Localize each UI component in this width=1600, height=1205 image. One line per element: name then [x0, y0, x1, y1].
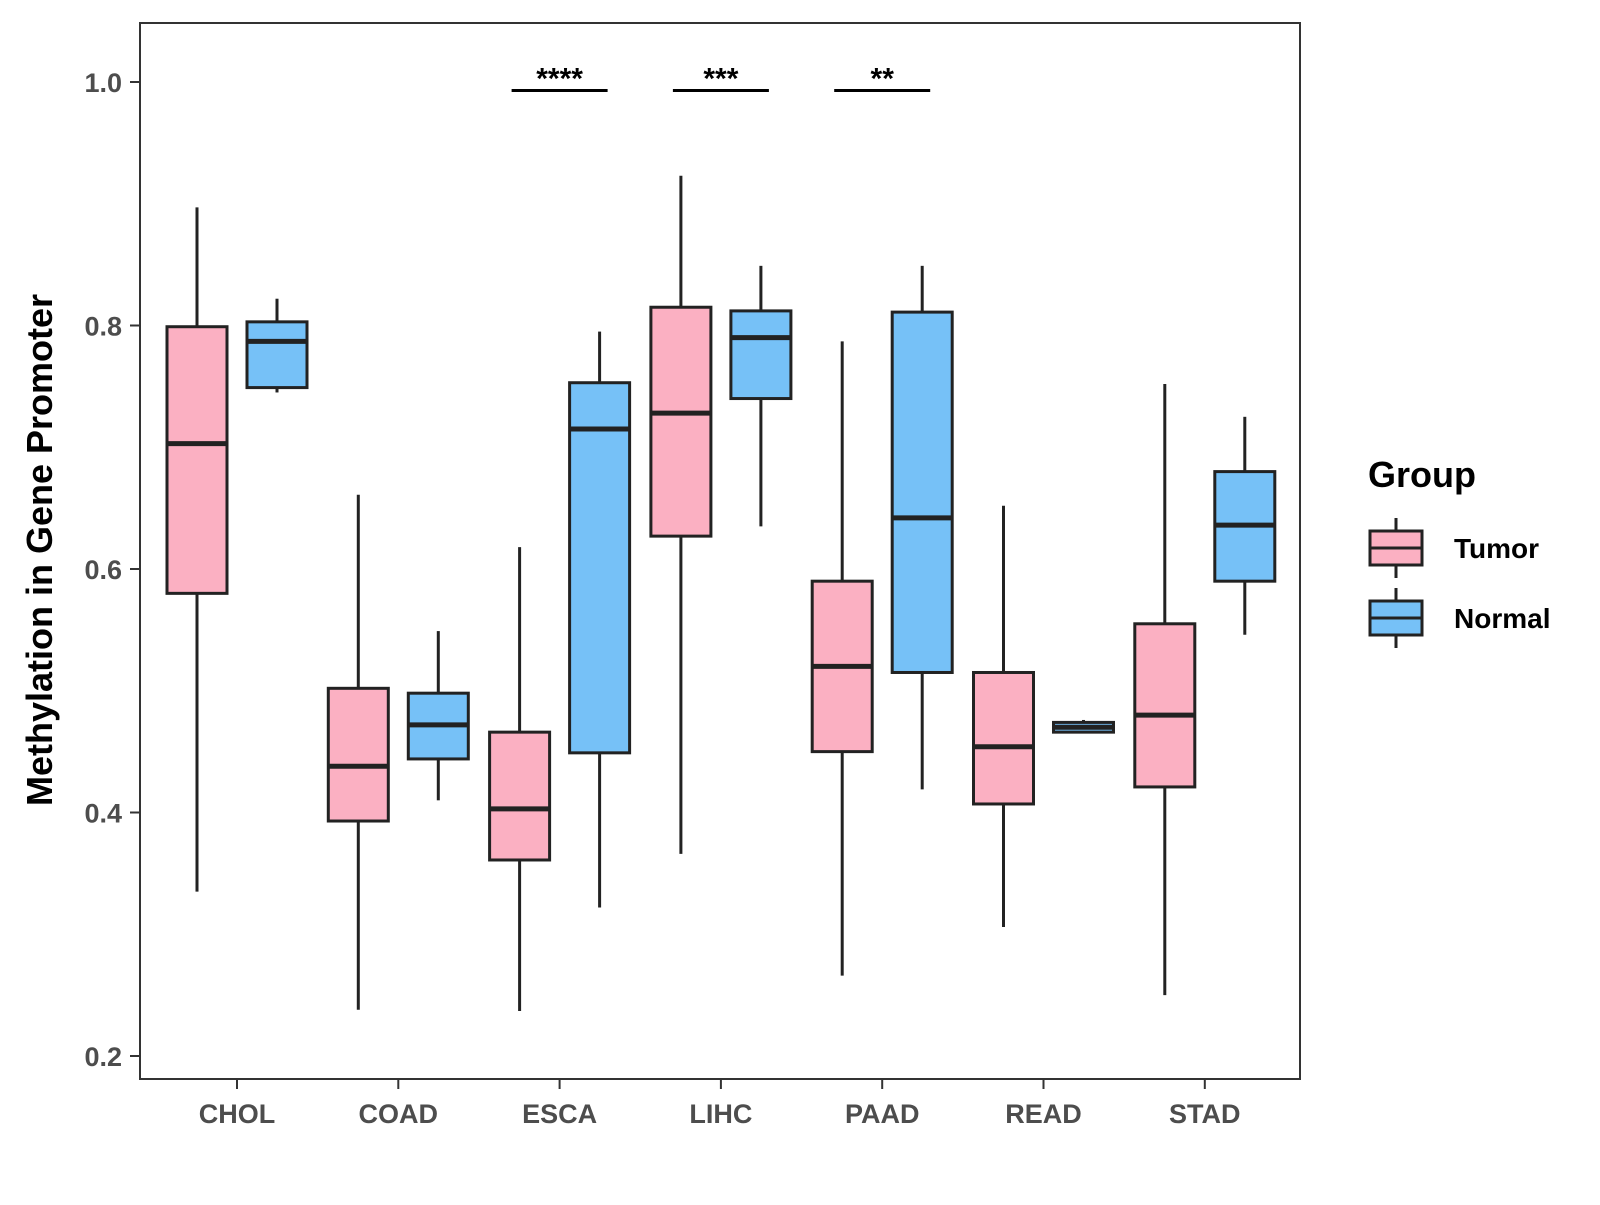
y-tick-label: 0.6 — [84, 555, 122, 585]
legend: Tumor Normal — [1368, 518, 1550, 648]
box-body — [890, 310, 954, 674]
box-body — [729, 309, 793, 401]
y-tick-label: 0.8 — [84, 312, 122, 342]
box-normal-esca — [568, 331, 632, 908]
box-tumor-read — [972, 505, 1035, 927]
box-body — [165, 325, 229, 595]
x-tick-label: CHOL — [199, 1099, 276, 1129]
y-tick-label: 0.4 — [84, 799, 122, 829]
box-tumor-esca — [488, 547, 552, 1011]
legend-item-normal: Normal — [1368, 588, 1550, 648]
x-tick-label: ESCA — [522, 1099, 597, 1129]
legend-item-tumor: Tumor — [1368, 518, 1539, 578]
box-tumor-lihc — [649, 175, 713, 854]
box-body — [1133, 622, 1197, 789]
box-body — [326, 686, 390, 823]
significance-label: *** — [703, 63, 738, 96]
axes: 0.2 0.4 0.6 0.8 1.0 CHOL COAD ESCA LIHC PAAD READ S… — [84, 22, 1301, 1129]
y-tick-label: 1.0 — [84, 68, 122, 98]
box-normal-chol — [245, 298, 309, 393]
box-normal-lihc — [729, 265, 793, 527]
y-axis-title: Methylation in Gene Promoter — [19, 294, 60, 806]
box-body — [488, 730, 552, 862]
box-body — [649, 305, 713, 538]
x-tick-label: COAD — [359, 1099, 439, 1129]
legend-label: Normal — [1454, 603, 1550, 634]
significance-label: **** — [536, 63, 583, 96]
box-normal-paad — [890, 265, 954, 790]
x-tick-label: PAAD — [845, 1099, 920, 1129]
box-normal-coad — [406, 631, 470, 801]
plot-area: **** *** ** — [165, 63, 1277, 1011]
significance-label: ** — [871, 63, 895, 96]
box-tumor-chol — [165, 207, 229, 892]
box-normal-stad — [1213, 416, 1277, 635]
legend-label: Tumor — [1454, 533, 1539, 564]
box-body — [568, 381, 632, 755]
box-tumor-stad — [1133, 383, 1197, 996]
x-tick-label: STAD — [1169, 1099, 1241, 1129]
legend-title: Group — [1368, 454, 1476, 495]
y-tick-label: 0.2 — [84, 1042, 122, 1072]
box-body — [972, 670, 1035, 806]
box-normal-read — [1052, 719, 1115, 734]
box-tumor-coad — [326, 494, 390, 1010]
x-tick-label: LIHC — [689, 1099, 752, 1129]
box-body — [245, 320, 309, 390]
box-tumor-paad — [810, 341, 874, 976]
x-tick-label: READ — [1005, 1099, 1082, 1129]
